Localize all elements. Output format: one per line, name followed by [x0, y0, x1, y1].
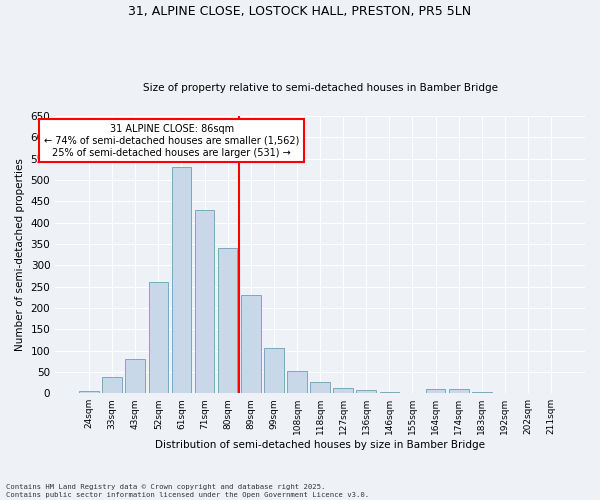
Bar — [149, 282, 168, 393]
Bar — [264, 348, 284, 393]
Bar — [79, 390, 99, 393]
Text: 31 ALPINE CLOSE: 86sqm
← 74% of semi-detached houses are smaller (1,562)
25% of : 31 ALPINE CLOSE: 86sqm ← 74% of semi-det… — [44, 124, 299, 158]
Bar — [310, 382, 330, 393]
Bar — [172, 167, 191, 393]
Title: Size of property relative to semi-detached houses in Bamber Bridge: Size of property relative to semi-detach… — [143, 83, 497, 93]
Bar — [195, 210, 214, 393]
Bar — [380, 392, 399, 393]
Bar — [472, 392, 491, 393]
Bar — [334, 388, 353, 393]
Text: 31, ALPINE CLOSE, LOSTOCK HALL, PRESTON, PR5 5LN: 31, ALPINE CLOSE, LOSTOCK HALL, PRESTON,… — [128, 5, 472, 18]
Bar — [125, 359, 145, 393]
Bar — [103, 377, 122, 393]
Bar — [449, 389, 469, 393]
Bar — [356, 390, 376, 393]
Y-axis label: Number of semi-detached properties: Number of semi-detached properties — [15, 158, 25, 351]
Bar — [426, 389, 445, 393]
Text: Contains HM Land Registry data © Crown copyright and database right 2025.
Contai: Contains HM Land Registry data © Crown c… — [6, 484, 369, 498]
Bar — [287, 371, 307, 393]
Bar — [241, 295, 260, 393]
Bar — [218, 248, 238, 393]
X-axis label: Distribution of semi-detached houses by size in Bamber Bridge: Distribution of semi-detached houses by … — [155, 440, 485, 450]
